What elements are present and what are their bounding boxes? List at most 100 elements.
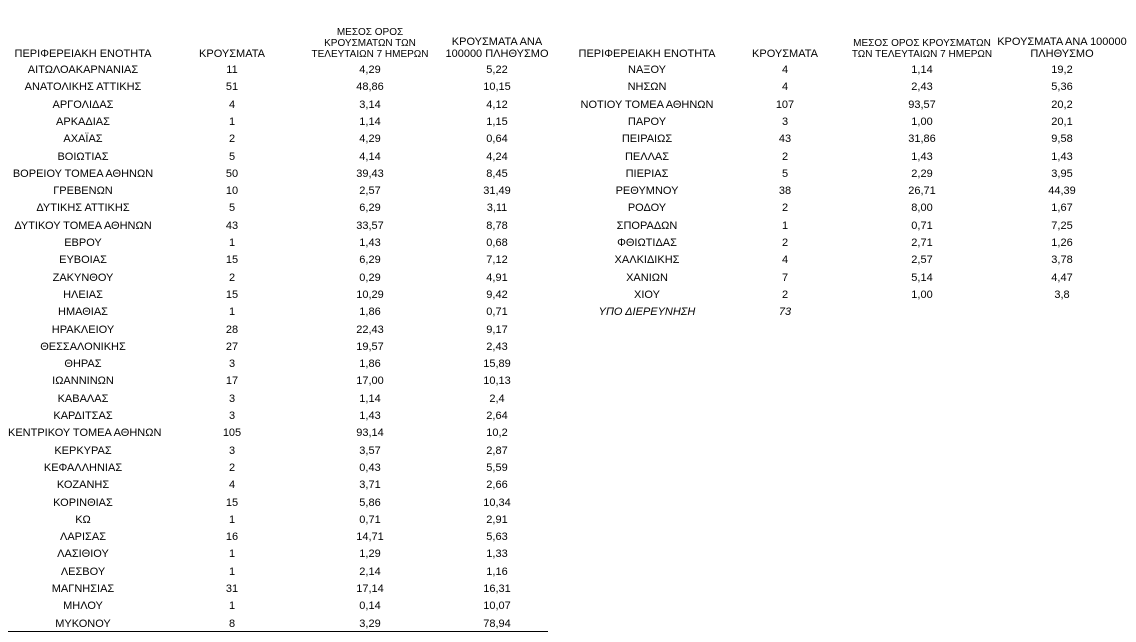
table-cell: ΙΩΑΝΝΙΝΩΝ: [52, 375, 114, 388]
table-cell: ΚΕΦΑΛΛΗΝΙΑΣ: [43, 461, 123, 474]
table-cell: 0,71: [359, 513, 381, 526]
table-bottom-rule: [8, 631, 548, 632]
table-cell: 2,87: [486, 444, 508, 457]
table-cell: ΝΗΣΩΝ: [627, 81, 667, 94]
table-cell: 3,71: [359, 479, 381, 492]
table-cell: 31: [225, 583, 239, 595]
table-cell: 1,43: [1051, 150, 1073, 163]
table-cell: 2: [781, 150, 789, 163]
table-cell: 1,00: [911, 115, 933, 128]
table-cell: 1,00: [911, 288, 933, 301]
table-cell: 0,43: [359, 461, 381, 474]
table-cell: 2,91: [486, 513, 508, 526]
table-cell: 4,47: [1051, 271, 1073, 284]
table-cell: 3: [781, 115, 789, 128]
table-cell: 73: [778, 306, 792, 319]
table-cell: 10: [225, 185, 239, 198]
table-cell: 31,49: [483, 185, 511, 198]
table-cell: 78,94: [483, 617, 511, 630]
table-cell: 0,71: [486, 306, 508, 319]
table-cell: 31,86: [908, 133, 936, 146]
table-cell: 17,00: [356, 375, 384, 388]
table-cell: 1: [228, 565, 236, 578]
table-cell: 5,63: [486, 531, 508, 544]
table-cell: 3,11: [486, 202, 508, 215]
table-cell: 19,2: [1051, 64, 1073, 76]
table-cell: ΚΑΡΔΙΤΣΑΣ: [53, 410, 113, 422]
table-cell: 10,07: [483, 600, 511, 613]
table-cell: 17: [225, 375, 239, 388]
table-cell: 4,29: [359, 133, 381, 146]
table-cell: 1,86: [359, 306, 381, 319]
header-cell: ΠΕΡΙΦΕΡΕΙΑΚΗ ΕΝΟΤΗΤΑ: [14, 48, 152, 60]
table-cell: ΕΒΡΟΥ: [64, 237, 102, 249]
table-cell: 1,67: [1051, 202, 1073, 215]
table-cell: 1: [228, 237, 236, 249]
table-cell: ΚΑΒΑΛΑΣ: [57, 392, 109, 405]
table-cell: ΧΙΟΥ: [634, 288, 660, 301]
table-cell: ΜΗΛΟΥ: [63, 600, 103, 613]
table-cell: ΗΜΑΘΙΑΣ: [58, 306, 108, 319]
table-cell: 5: [228, 202, 236, 215]
table-cell: ΚΕΝΤΡΙΚΟΥ ΤΟΜΕΑ ΑΘΗΝΩΝ: [8, 427, 162, 440]
table-cell: ΒΟΙΩΤΙΑΣ: [57, 150, 109, 163]
table-cell: 20,2: [1051, 98, 1073, 111]
table-cell: 8: [228, 617, 236, 630]
table-cell: ΚΕΡΚΥΡΑΣ: [54, 444, 112, 457]
table-cell: ΚΟΖΑΝΗΣ: [56, 479, 110, 492]
table-cell: 1,14: [911, 64, 933, 76]
table-cell: 3,29: [359, 617, 381, 630]
table-cell: 16,31: [483, 583, 511, 595]
table-cell: 4,91: [486, 271, 508, 284]
table-cell: 2: [781, 237, 789, 249]
table-cell: 27: [225, 340, 239, 353]
table-cell: 10,34: [483, 496, 511, 509]
table-cell: 2: [781, 288, 789, 301]
table-cell: 2: [781, 202, 789, 215]
table-cell: 4: [781, 64, 789, 76]
table-cell: ΕΥΒΟΙΑΣ: [59, 254, 107, 267]
table-cell: ΜΑΓΝΗΣΙΑΣ: [51, 583, 115, 595]
table-cell: 3: [228, 410, 236, 422]
table-cell: ΡΟΔΟΥ: [627, 202, 667, 215]
table-cell: ΚΩ: [75, 513, 91, 526]
table-cell: 8,00: [911, 202, 933, 215]
table-cell: ΑΙΤΩΛΟΑΚΑΡΝΑΝΙΑΣ: [27, 64, 139, 76]
table-cell: ΝΟΤΙΟΥ ΤΟΜΕΑ ΑΘΗΝΩΝ: [580, 98, 714, 111]
table-cell: ΜΥΚΟΝΟΥ: [55, 617, 111, 630]
table-cell: 9,17: [486, 323, 508, 336]
table-cell: 50: [225, 167, 239, 180]
table-cell: 93,14: [356, 427, 384, 440]
table-cell: 1,14: [359, 392, 381, 405]
table-cell: 9,58: [1051, 133, 1073, 146]
table-cell: 16: [225, 531, 239, 544]
table-cell: 33,57: [356, 219, 384, 232]
table-cell: 3: [228, 358, 236, 371]
table-cell: 9,42: [486, 288, 508, 301]
table-cell: 5: [781, 167, 789, 180]
table-cell: 3: [228, 392, 236, 405]
table-cell: 14,71: [356, 531, 384, 544]
table-cell: 5: [228, 150, 236, 163]
table-cell: 1,43: [911, 150, 933, 163]
table-cell: ΦΘΙΩΤΙΔΑΣ: [617, 237, 677, 249]
table-cell: 10,15: [483, 81, 511, 94]
table-cell: 93,57: [908, 98, 936, 111]
table-cell: 1,16: [486, 565, 508, 578]
table-cell: 2,4: [489, 392, 505, 405]
table-cell: 4: [228, 98, 236, 111]
table-cell: ΠΙΕΡΙΑΣ: [625, 167, 669, 180]
table-cell: ΛΕΣΒΟΥ: [60, 565, 106, 578]
header-cell: ΚΡΟΥΣΜΑΤΑ ΑΝΑ 100000 ΠΛΗΘΥΣΜΟ: [445, 36, 549, 60]
header-cell: ΜΕΣΟΣ ΟΡΟΣ ΚΡΟΥΣΜΑΤΩΝ ΤΩΝ ΤΕΛΕΥΤΑΙΩΝ 7 Η…: [311, 27, 429, 60]
table-cell: 2: [228, 133, 236, 146]
table-cell: 43: [778, 133, 792, 146]
table-cell: 5,86: [359, 496, 381, 509]
table-cell: ΗΡΑΚΛΕΙΟΥ: [51, 323, 115, 336]
table-cell: 4,29: [359, 64, 381, 76]
table-cell: ΧΑΛΚΙΔΙΚΗΣ: [614, 254, 680, 267]
table-cell: 6,29: [359, 202, 381, 215]
table-cell: 1: [228, 306, 236, 319]
header-cell: ΚΡΟΥΣΜΑΤΑ ΑΝΑ 100000 ΠΛΗΘΥΣΜΟ: [997, 36, 1127, 60]
